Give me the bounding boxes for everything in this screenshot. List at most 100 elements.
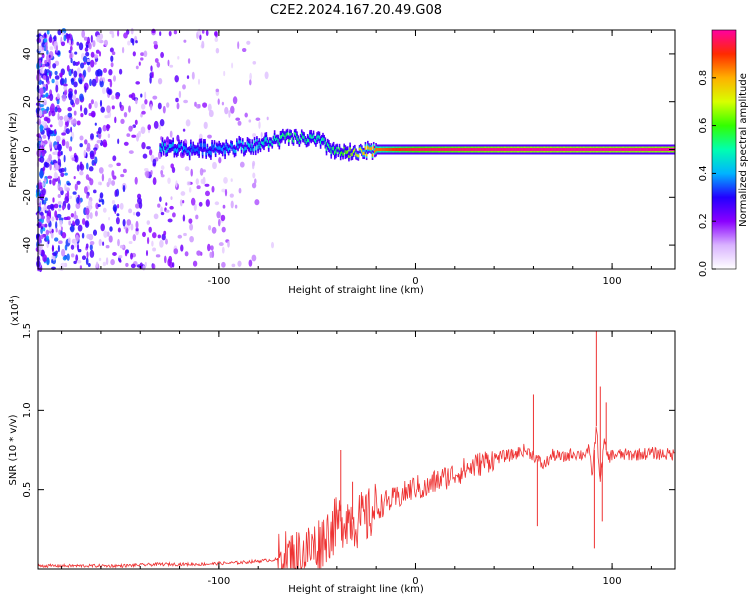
spectrogram-ridge-core — [437, 148, 440, 151]
spectrogram-ridge-core — [250, 148, 252, 152]
spectrogram-ridge-core — [171, 144, 173, 148]
spectrogram-cell — [111, 51, 116, 56]
spectrogram-cell — [86, 234, 91, 239]
spectrogram-cell — [176, 102, 180, 110]
spectrogram-cell — [216, 211, 221, 219]
spectrogram-cell — [79, 135, 84, 141]
spectrogram-cell — [211, 185, 215, 193]
spectrogram-ridge-core — [625, 148, 627, 151]
spectrogram-ridge-core — [223, 145, 225, 148]
spectrogram-cell — [88, 42, 92, 50]
spectrogram-ridge-core — [418, 148, 421, 151]
spectrogram-cell — [39, 67, 43, 74]
spectrogram-ridge-core — [368, 146, 370, 150]
spectrogram-cell — [51, 78, 55, 84]
spectrogram-ridge-core — [480, 148, 482, 151]
spectrogram-ridge-core — [664, 148, 666, 151]
spectrogram-ridge-core — [246, 141, 249, 146]
spectrogram-cell — [41, 188, 46, 196]
spectrogram-ridge-core — [190, 144, 192, 148]
spectrogram-cell — [145, 170, 150, 179]
spectrogram-ridge-core — [463, 148, 466, 151]
spectrogram-cell — [40, 226, 44, 230]
spectrogram-ridge-core — [174, 147, 177, 152]
spectrogram-cell — [94, 210, 98, 217]
spectrogram-ridge-core — [433, 148, 435, 151]
spectrogram-cell — [58, 150, 61, 157]
spectrogram-cell — [81, 232, 85, 239]
spectrogram-cell — [102, 241, 105, 246]
spectrogram-ridge-core — [263, 141, 265, 146]
spectrogram-ridge-core — [385, 148, 388, 151]
spectrogram-ridge-core — [585, 148, 587, 151]
spectrogram-ridge-core — [574, 148, 577, 151]
spectrogram-ridge-core — [309, 134, 311, 138]
spectrogram-ridge-core — [442, 148, 445, 151]
spectrogram-cell — [123, 141, 129, 146]
spectrogram-ridge-core — [515, 148, 518, 151]
spectrogram-ridge-core — [474, 148, 476, 151]
spectrogram-cell — [39, 104, 45, 108]
spectrogram-ridge-core — [265, 136, 268, 142]
spectrogram-ridge-core — [619, 148, 622, 151]
spectrogram-cell — [95, 69, 100, 77]
spectrogram-cell — [167, 258, 172, 267]
spectrogram-cell — [119, 244, 125, 249]
spectrogram-cell — [88, 102, 92, 110]
spectrogram-cell — [135, 65, 139, 70]
spectrogram-cell — [173, 30, 178, 35]
spectrogram-cell — [118, 68, 123, 75]
snr-line-series — [37, 331, 675, 569]
spectrogram-cell — [42, 75, 47, 80]
spectrogram-cell — [231, 263, 236, 268]
spectrogram-cell — [153, 213, 159, 220]
spectrogram-cell — [152, 232, 157, 239]
spectrogram-ridge-core — [335, 149, 337, 154]
spectrogram-cell — [203, 121, 208, 130]
spectrogram-ridge-core — [481, 148, 484, 151]
spectrogram-ridge-core — [435, 148, 438, 151]
spectrogram-cell — [46, 106, 50, 111]
spectrogram-cell — [89, 212, 93, 220]
spectrogram-cell — [153, 40, 158, 45]
spectrogram-cell — [103, 230, 108, 238]
spectrogram-cell — [85, 257, 89, 265]
spectrogram-cell — [112, 155, 117, 162]
spectrogram-ridge-core — [597, 148, 599, 151]
spectrogram-ridge-core — [441, 148, 443, 151]
spectrogram-cell — [47, 175, 53, 179]
spectrogram-cell — [159, 196, 162, 202]
spectrogram-cell — [83, 107, 88, 116]
spectrogram-ridge-core — [381, 148, 383, 151]
spectrogram-cell — [48, 54, 51, 58]
spectrogram-ridge-core — [238, 140, 241, 145]
colorbar-tick-label: 0.8 — [698, 70, 709, 86]
spectrogram-ridge-core — [210, 150, 212, 156]
spectrogram-ridge-core — [413, 148, 415, 151]
spectrogram-cell — [47, 209, 52, 217]
spectrogram-ridge-core — [621, 148, 624, 151]
spectrogram-cell — [157, 102, 162, 110]
spectrogram-cell — [128, 150, 134, 154]
spectrogram-cell — [87, 262, 91, 268]
spectrogram-ridge-core — [634, 148, 637, 151]
spectrogram-cell — [201, 30, 205, 34]
spectrogram-cell — [221, 226, 226, 233]
spectrogram-cell — [91, 78, 97, 87]
spectrogram-cell — [180, 191, 186, 196]
spectrogram-ridge-core — [617, 148, 619, 151]
spectrogram-cell — [60, 150, 63, 156]
spectrogram-cell — [67, 203, 71, 211]
spectrogram-cell — [125, 262, 129, 267]
spectrogram-cell — [57, 175, 60, 184]
spectrogram-cell — [46, 54, 50, 62]
spectrogram-ridge-core — [290, 132, 292, 136]
spectrogram-ridge-core — [568, 148, 571, 151]
spectrogram-cell — [160, 51, 164, 59]
spectrogram-cell — [79, 163, 85, 171]
spectrogram-xlabel: Height of straight line (km) — [288, 285, 424, 296]
spectrogram-ridge-core — [212, 147, 215, 150]
spectrogram-ridge-core — [166, 148, 169, 153]
spectrogram-cell — [128, 125, 133, 132]
